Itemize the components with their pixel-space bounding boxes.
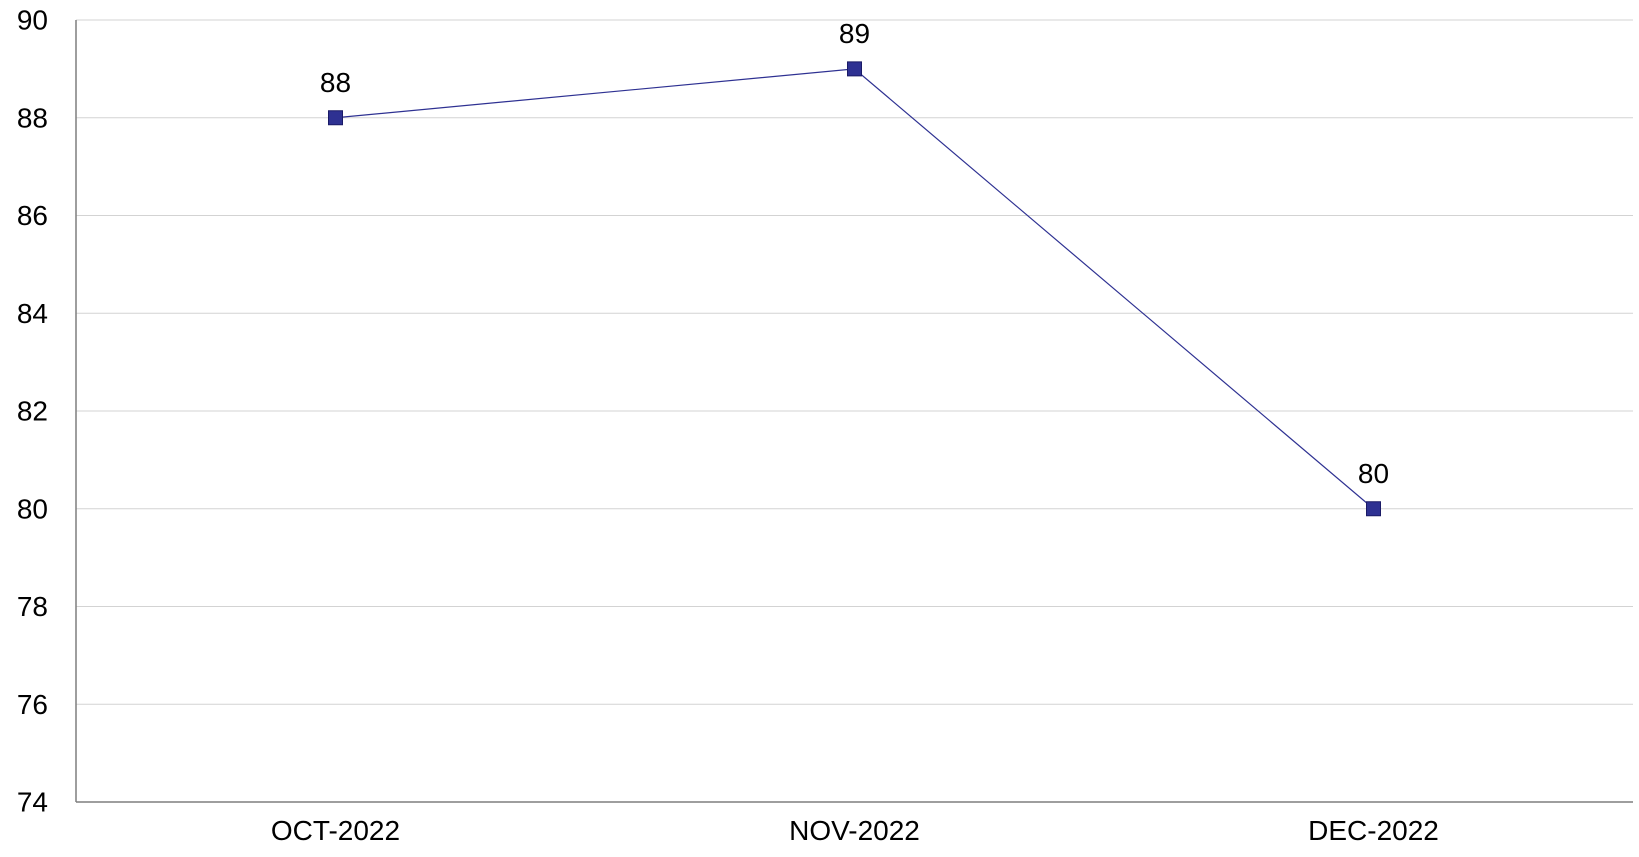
x-tick-label: NOV-2022 bbox=[789, 815, 920, 846]
y-tick-label: 80 bbox=[17, 493, 48, 524]
data-label: 80 bbox=[1358, 458, 1389, 489]
y-tick-label: 90 bbox=[17, 5, 48, 36]
data-label: 88 bbox=[320, 67, 351, 98]
data-point-marker bbox=[847, 61, 862, 77]
y-tick-label: 76 bbox=[17, 689, 48, 720]
x-axis-tick-labels: OCT-2022 NOV-2022 DEC-2022 bbox=[271, 815, 1439, 846]
x-tick-label: DEC-2022 bbox=[1308, 815, 1439, 846]
y-tick-label: 82 bbox=[17, 396, 48, 427]
y-tick-label: 86 bbox=[17, 200, 48, 231]
x-tick-label: OCT-2022 bbox=[271, 815, 400, 846]
y-tick-label: 74 bbox=[17, 787, 48, 818]
y-tick-label: 84 bbox=[17, 298, 48, 329]
data-point-marker bbox=[1366, 501, 1381, 517]
y-tick-label: 88 bbox=[17, 102, 48, 133]
axes bbox=[75, 20, 1633, 803]
gridlines bbox=[76, 19, 1633, 705]
series-markers bbox=[328, 61, 1381, 517]
data-point-marker bbox=[328, 110, 343, 126]
data-labels: 88 89 80 bbox=[320, 18, 1389, 489]
series-line bbox=[335, 68, 1374, 510]
series-lines bbox=[335, 68, 1374, 510]
y-axis-tick-labels: 74 76 78 80 82 84 86 88 90 bbox=[17, 5, 48, 818]
data-label: 89 bbox=[839, 18, 870, 49]
y-tick-label: 78 bbox=[17, 591, 48, 622]
